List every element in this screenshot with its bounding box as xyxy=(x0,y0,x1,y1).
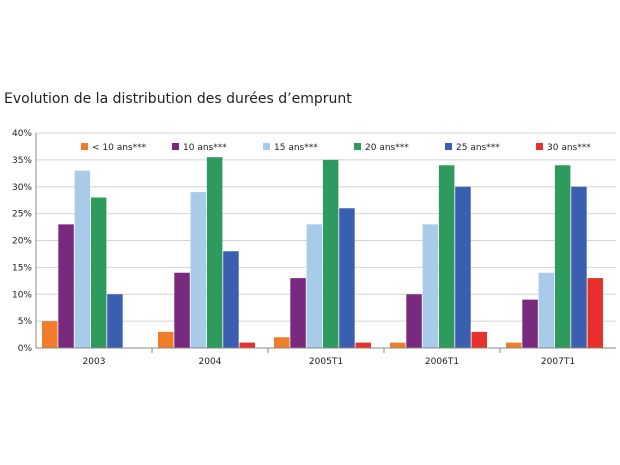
bars xyxy=(42,157,603,348)
legend-swatch xyxy=(354,143,361,150)
y-tick-label: 20% xyxy=(12,237,32,247)
y-tick-label: 35% xyxy=(12,156,32,166)
y-tick-label: 25% xyxy=(12,210,32,220)
bar xyxy=(58,224,74,348)
legend-label: 20 ans*** xyxy=(365,143,409,153)
bar xyxy=(190,192,207,348)
legend-label: < 10 ans*** xyxy=(92,143,147,153)
x-tick-label: 2006T1 xyxy=(425,357,459,367)
legend-swatch xyxy=(536,143,543,150)
chart-title: Evolution de la distribution des durées … xyxy=(4,91,352,107)
legend-label: 25 ans*** xyxy=(456,143,500,153)
x-tick-label: 2007T1 xyxy=(541,357,575,367)
bar xyxy=(274,337,290,348)
bar xyxy=(322,159,339,348)
bar xyxy=(174,272,190,348)
legend-label: 30 ans*** xyxy=(547,143,591,153)
legend-label: 15 ans*** xyxy=(274,143,318,153)
y-tick-label: 40% xyxy=(12,129,32,139)
legend-swatch xyxy=(81,143,88,150)
bar xyxy=(239,342,255,348)
y-tick-label: 15% xyxy=(12,263,32,273)
bar xyxy=(74,170,91,348)
x-tick-label: 2004 xyxy=(199,357,222,367)
legend-label: 10 ans*** xyxy=(183,143,227,153)
bar xyxy=(223,251,239,348)
bar xyxy=(587,278,603,348)
bar xyxy=(306,224,323,348)
y-tick-label: 5% xyxy=(18,317,33,327)
bar xyxy=(506,342,522,348)
bar xyxy=(438,165,455,348)
y-tick-label: 10% xyxy=(12,290,32,300)
axes: 0% 5% 10% 15% 20% 25% 30% 35% 40% 2003 2004 2005T1 2… xyxy=(12,129,616,367)
y-tick-label: 30% xyxy=(12,183,32,193)
bar xyxy=(390,342,406,348)
bar xyxy=(538,272,555,348)
bar xyxy=(406,294,422,348)
bar xyxy=(471,331,487,348)
bar xyxy=(355,342,371,348)
bar xyxy=(571,186,587,348)
legend: < 10 ans*** 10 ans*** 15 ans*** 20 ans*** 25… xyxy=(81,143,591,153)
bar xyxy=(90,197,107,348)
legend-swatch xyxy=(263,143,270,150)
legend-swatch xyxy=(445,143,452,150)
bar xyxy=(206,157,223,348)
legend-swatch xyxy=(172,143,179,150)
bar xyxy=(107,294,123,348)
bar xyxy=(42,321,58,348)
bar xyxy=(290,278,306,348)
x-tick-label: 2005T1 xyxy=(309,357,343,367)
y-tick-label: 0% xyxy=(18,344,33,354)
bar xyxy=(422,224,439,348)
bar xyxy=(455,186,471,348)
bar xyxy=(522,299,538,348)
x-tick-label: 2003 xyxy=(83,357,106,367)
bar xyxy=(339,208,355,348)
bar xyxy=(554,165,571,348)
bar xyxy=(158,331,174,348)
